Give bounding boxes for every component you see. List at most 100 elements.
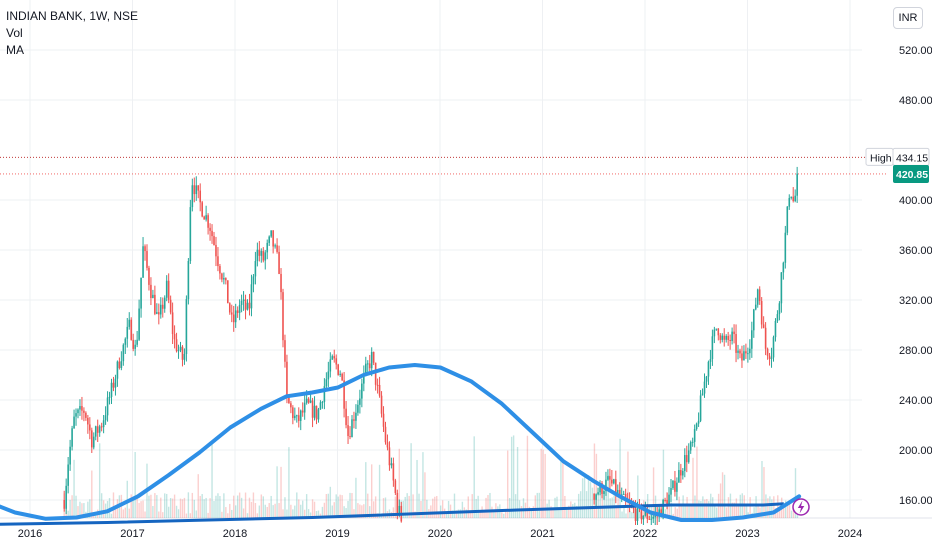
volume-bar: [254, 503, 257, 518]
candle-body: [272, 230, 274, 247]
volume-bar: [455, 510, 458, 518]
candle-body: [165, 280, 168, 298]
candle-body: [678, 470, 680, 483]
candle-body: [703, 381, 706, 394]
volume-bar: [591, 487, 594, 518]
volume-bar: [731, 502, 734, 518]
candle-body: [150, 284, 152, 299]
volume-bar: [384, 497, 387, 518]
candle-body: [721, 335, 724, 340]
candle-body: [333, 356, 336, 359]
volume-bar: [329, 486, 332, 518]
currency-button[interactable]: INR: [893, 7, 923, 29]
volume-bar: [138, 502, 140, 518]
candle-body: [394, 480, 397, 493]
candle-body: [234, 310, 237, 323]
candle-body: [790, 196, 793, 198]
candle-body: [73, 416, 75, 429]
volume-bar: [140, 501, 142, 518]
volume-bar: [662, 449, 665, 518]
volume-bar: [154, 493, 156, 518]
candle-body: [280, 273, 282, 293]
flash-icon[interactable]: [792, 498, 810, 516]
volume-bar: [95, 513, 97, 518]
high-price-value: 434.15: [896, 152, 928, 164]
volume-bar: [309, 512, 312, 518]
candle-body: [363, 373, 365, 384]
volume-bar: [585, 491, 588, 518]
candle-body: [331, 356, 334, 360]
volume-bar: [534, 495, 537, 518]
candle-body: [161, 304, 164, 309]
candle-body: [276, 245, 278, 252]
price-ma-line: [0, 363, 802, 522]
candle-body: [339, 373, 341, 375]
volume-bar: [501, 512, 503, 518]
volume-bar: [426, 499, 428, 518]
volume-bar: [317, 510, 320, 518]
x-tick-label: 2023: [735, 528, 759, 540]
x-tick-label: 2017: [120, 528, 144, 540]
candle-body: [695, 423, 698, 430]
candle-body: [735, 334, 737, 353]
candle-body: [792, 196, 795, 201]
volume-bar: [91, 470, 93, 518]
symbol-title[interactable]: INDIAN BANK, 1W, NSE: [6, 9, 139, 23]
volume-bar: [784, 500, 787, 518]
volume-bar: [788, 503, 791, 518]
candle-body: [227, 280, 229, 304]
volume-bar: [286, 509, 288, 518]
candle-body: [780, 272, 783, 304]
volume-bar: [619, 438, 621, 518]
volume-bar: [434, 496, 436, 518]
volume-bar: [542, 449, 544, 518]
volume-bar: [576, 505, 578, 518]
candle-body: [337, 364, 339, 375]
price-axis[interactable]: 160.00 200.00 240.00 280.00 320.00 360.00 400.…: [899, 45, 932, 507]
moving-averages: [0, 363, 802, 526]
candle-body: [309, 400, 312, 403]
candle-body: [282, 292, 284, 341]
candle-body: [652, 516, 655, 519]
volume-bar: [467, 496, 469, 518]
x-tick-label: 2021: [530, 528, 554, 540]
candle-body: [171, 312, 174, 335]
time-axis[interactable]: 2016 2017 2018 2019 2020 2021 2022 2023 2024: [18, 528, 862, 540]
volume-bar: [757, 506, 759, 518]
volume-bar: [278, 503, 280, 518]
candle-body: [294, 415, 296, 419]
volume-bar: [652, 467, 655, 518]
candle-body: [705, 376, 708, 382]
candle-body: [388, 447, 391, 466]
candle-body: [85, 412, 87, 418]
candle-body: [370, 351, 373, 369]
volume-bar: [420, 500, 422, 518]
candle-body: [768, 355, 771, 359]
candle-body: [274, 245, 276, 247]
candle-body: [347, 425, 349, 437]
volume-indicator-label[interactable]: Vol: [6, 26, 23, 40]
candle-body: [142, 246, 144, 278]
volume-bar: [704, 499, 706, 518]
ma-indicator-label[interactable]: MA: [6, 43, 24, 57]
volume-bar: [246, 513, 249, 518]
volume-bar: [313, 501, 316, 518]
volume-bar: [786, 503, 789, 518]
volume-bar: [156, 495, 158, 518]
candle-body: [745, 351, 747, 354]
candle-body: [609, 476, 611, 480]
candle-body: [217, 256, 219, 267]
candle-body: [278, 251, 280, 274]
volume-bar: [288, 447, 290, 518]
candle-body: [321, 401, 324, 403]
y-tick-label: 480.00: [899, 95, 932, 107]
candle-body: [654, 515, 657, 517]
candle-body: [729, 339, 731, 341]
volume-bar: [674, 507, 676, 518]
volume-bar: [298, 499, 300, 518]
candle-body: [603, 490, 605, 494]
volume-bar: [735, 498, 738, 518]
candle-body: [128, 319, 131, 327]
